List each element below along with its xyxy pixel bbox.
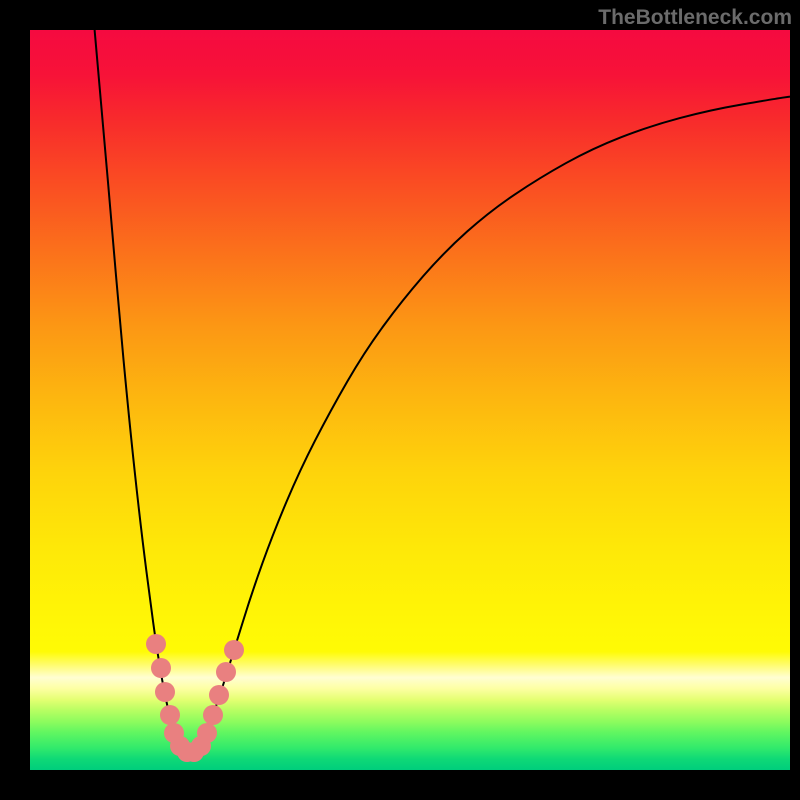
data-marker [203,705,223,725]
data-marker [146,634,166,654]
data-marker [151,658,171,678]
data-marker [209,685,229,705]
plot-area [30,30,790,770]
data-marker [160,705,180,725]
data-marker [224,640,244,660]
data-marker [197,723,217,743]
data-marker [155,682,175,702]
markers-layer [30,30,790,770]
watermark-text: TheBottleneck.com [598,6,792,30]
data-marker [216,662,236,682]
